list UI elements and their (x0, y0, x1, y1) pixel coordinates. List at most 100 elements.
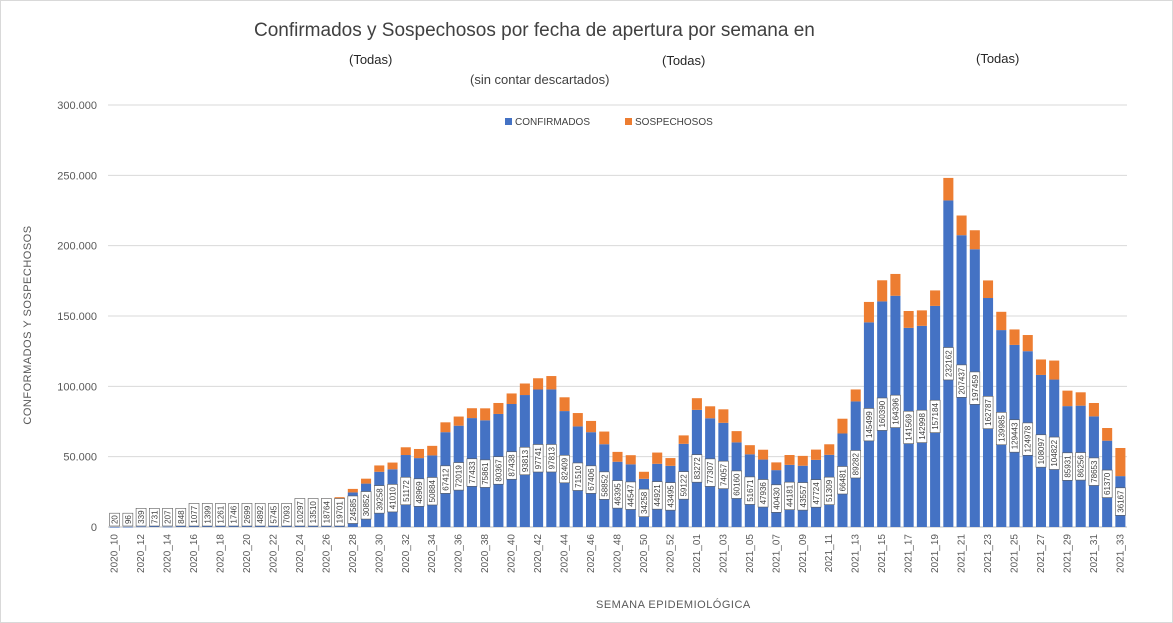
data-label: 85931 (1062, 452, 1073, 481)
data-label-box (532, 444, 544, 473)
data-label-box (506, 451, 517, 480)
data-label-text: 36167 (1116, 490, 1125, 513)
bar-sospechosos (771, 462, 782, 471)
data-label-text: 85931 (1063, 455, 1072, 478)
data-label: 44921 (651, 481, 663, 510)
x-tick-label: 2021_09 (798, 534, 809, 573)
data-label-text: 80367 (494, 459, 503, 482)
bar-sospechosos (572, 413, 583, 427)
data-label-text: 339 (137, 510, 146, 524)
data-label-box (823, 476, 835, 505)
data-label-text: 47724 (812, 482, 821, 505)
x-tick-label: 2020_32 (401, 534, 412, 573)
x-tick-label: 2021_33 (1115, 534, 1126, 573)
data-label: 30852 (360, 491, 372, 520)
bar-sospechosos (996, 311, 1007, 331)
data-label-box (413, 478, 425, 507)
x-tick-label: 2021_11 (824, 534, 835, 573)
x-tick-label: 2020_50 (639, 534, 650, 573)
bar-sospechosos (599, 431, 610, 445)
data-label: 51671 (744, 476, 756, 505)
data-label-text: 20 (111, 515, 120, 524)
data-label-text: 10297 (296, 501, 305, 524)
y-tick-label: 0 (91, 522, 97, 534)
data-label: 164396 (890, 394, 901, 428)
x-tick-label: 2020_52 (665, 534, 676, 573)
bar-sospechosos (493, 402, 504, 414)
y-tick-label: 250.000 (57, 170, 97, 182)
data-label: 1077 (188, 503, 200, 527)
data-label-box (678, 471, 689, 500)
data-label-text: 41010 (389, 486, 398, 509)
chart-subtitle: (sin contar descartados) (470, 72, 610, 87)
data-label-box (135, 508, 147, 527)
data-label: 207 (162, 508, 173, 527)
data-label-text: 39258 (375, 488, 384, 511)
data-label-text: 13510 (309, 501, 318, 524)
data-label-text: 43557 (799, 485, 808, 508)
x-axis-title: SEMANA EPIDEMIOLÓGICA (596, 599, 751, 611)
x-tick-label: 2020_34 (427, 534, 438, 573)
data-label: 44181 (784, 481, 795, 510)
y-tick-label: 150.000 (57, 311, 97, 323)
x-tick-label: 2020_30 (374, 534, 385, 573)
data-label: 36167 (1115, 487, 1126, 516)
data-label: 232162 (943, 347, 954, 381)
data-label-box (863, 408, 875, 442)
data-label: 51309 (823, 476, 835, 505)
data-label-box (479, 459, 491, 488)
data-label-box (916, 409, 928, 443)
data-label-text: 72019 (455, 465, 464, 488)
data-label-box (572, 462, 584, 491)
data-label-box (426, 477, 438, 506)
data-label-box (373, 485, 385, 514)
data-label: 24585 (347, 495, 359, 524)
data-label: 129443 (1009, 419, 1020, 453)
data-label-box (929, 399, 941, 433)
data-label-box (241, 503, 253, 527)
bar-sospechosos (533, 378, 544, 390)
data-label-box (810, 479, 822, 508)
data-label-box (625, 481, 637, 510)
data-label-box (744, 476, 756, 505)
bar-sospechosos (837, 418, 848, 434)
bar-confirmados (122, 526, 133, 528)
data-label-text: 46395 (614, 483, 623, 506)
data-label-box (1101, 469, 1113, 498)
data-label: 46395 (612, 480, 623, 509)
data-label-text: 207437 (958, 367, 967, 394)
bar-sospechosos (930, 290, 941, 306)
data-label: 71510 (572, 462, 584, 491)
bar-sospechosos (347, 488, 358, 493)
data-label: 44547 (625, 481, 637, 510)
data-label-text: 160390 (878, 400, 887, 427)
data-label-box (387, 484, 398, 513)
x-tick-label: 2020_46 (586, 534, 597, 573)
data-label: 67412 (440, 465, 451, 494)
data-label: 43495 (665, 482, 676, 511)
data-label-box (519, 446, 531, 476)
data-label: 72019 (453, 462, 464, 491)
x-tick-label: 2021_15 (877, 534, 888, 573)
data-label-text: 104822 (1050, 439, 1059, 466)
data-label: 50884 (426, 477, 438, 506)
y-tick-label: 300.000 (57, 100, 97, 112)
data-label: 13510 (307, 498, 319, 527)
data-label-text: 731 (150, 510, 159, 524)
data-label-box (559, 454, 570, 484)
data-label-box (228, 503, 240, 527)
data-label-text: 108097 (1037, 437, 1046, 464)
data-label: 87438 (506, 451, 517, 480)
data-label-text: 82409 (561, 457, 570, 480)
x-tick-label: 2020_26 (321, 534, 332, 573)
data-label-text: 44181 (786, 484, 795, 507)
data-label-box (956, 364, 967, 398)
data-label-box (175, 508, 187, 527)
data-label-box (1048, 436, 1060, 470)
data-label: 160390 (876, 397, 888, 431)
data-label-box (771, 484, 782, 513)
x-tick-label: 2021_05 (745, 534, 756, 573)
x-tick-label: 2021_21 (957, 534, 968, 573)
data-label: 2699 (241, 503, 253, 527)
data-label: 78653 (1088, 457, 1100, 486)
